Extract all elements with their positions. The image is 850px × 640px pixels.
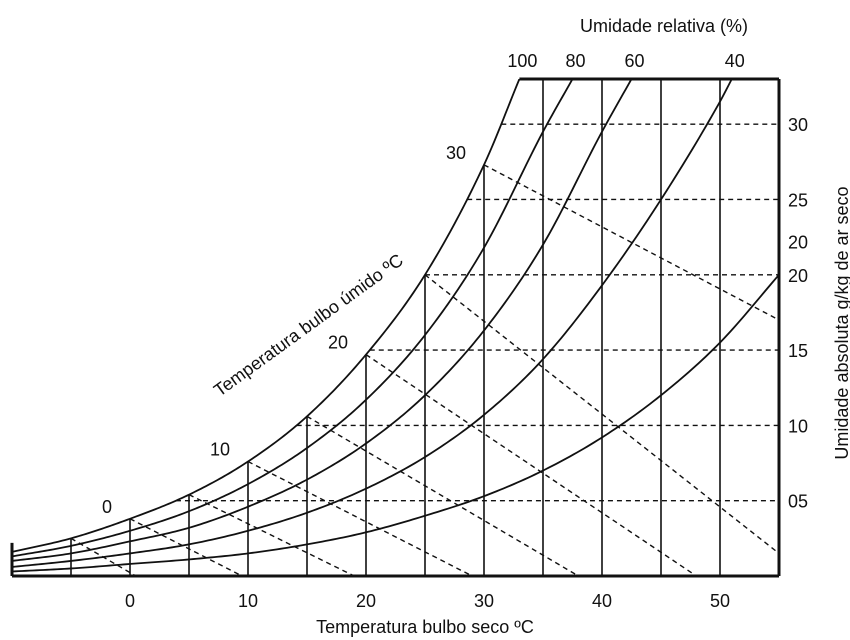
x-tick-label: 30: [474, 591, 494, 611]
y-tick-label: 05: [788, 492, 808, 512]
x-axis-title: Temperatura bulbo seco ºC: [316, 617, 534, 637]
curves-layer: [12, 79, 779, 576]
y-tick-label: 25: [788, 190, 808, 210]
rh-curve-80: [12, 79, 574, 558]
rh-curve-40: [12, 79, 733, 568]
wet-bulb-label: 0: [102, 497, 112, 517]
rh-curve-100: [12, 79, 521, 553]
y-tick-label: 20: [788, 233, 808, 253]
wet-bulb-label: 10: [210, 440, 230, 460]
wet-bulb-line: [424, 274, 779, 554]
x-tick-label: 0: [125, 591, 135, 611]
x-tick-label: 20: [356, 591, 376, 611]
rh-label: 100: [507, 51, 537, 71]
rh-curve-20: [12, 274, 779, 573]
wet-bulb-line: [247, 460, 473, 576]
wet-bulb-line: [188, 494, 355, 576]
rh-label: 40: [725, 51, 745, 71]
wet-bulb-title: Temperatura bulbo úmido ºC: [210, 250, 407, 401]
rh-label: 80: [565, 51, 585, 71]
x-tick-label: 40: [592, 591, 612, 611]
y-axis-title: Umidade absoluta g/kg de ar seco: [832, 186, 850, 459]
labels-layer: 0 10 20 30 40 50 05 10 15 20 25 30 20 100 80 60 40 0 10 20 3…: [102, 51, 808, 611]
rh-axis-title: Umidade relativa (%): [580, 16, 748, 36]
x-tick-label: 10: [238, 591, 258, 611]
wet-bulb-line: [365, 354, 697, 576]
y-tick-label: 30: [788, 115, 808, 135]
wet-bulb-line: [129, 518, 243, 576]
wet-bulb-line: [306, 415, 579, 576]
x-tick-label: 50: [710, 591, 730, 611]
rh-label: 60: [624, 51, 644, 71]
y-tick-label: 10: [788, 416, 808, 436]
axes-layer: [10, 77, 781, 578]
y-tick-label: 15: [788, 341, 808, 361]
wet-bulb-label: 20: [328, 333, 348, 353]
rh-curve-60: [12, 79, 633, 562]
wet-bulb-label: 30: [446, 143, 466, 163]
y-tick-label: 20: [788, 266, 808, 286]
